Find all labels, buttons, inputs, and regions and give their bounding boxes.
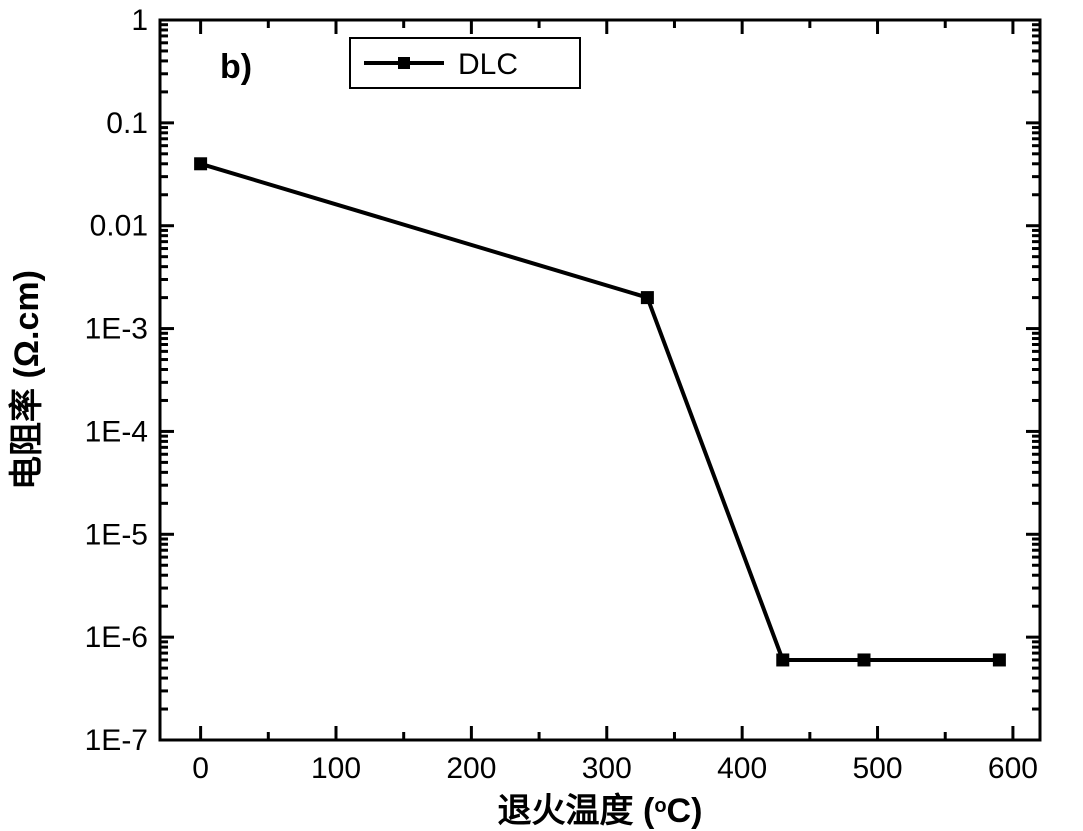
y-tick-label: 0.1 bbox=[106, 107, 148, 140]
x-tick-label: 600 bbox=[988, 752, 1038, 785]
chart-svg: 0 100 200 300 400 500 600 1E-7 1E-6 1E-5 1E-4 1E-3 0… bbox=[0, 0, 1083, 831]
y-axis-label: 电阻率 (Ω.cm) bbox=[8, 270, 46, 490]
x-tick-label: 200 bbox=[446, 752, 496, 785]
panel-label: b) bbox=[220, 48, 252, 86]
series-marker bbox=[858, 654, 870, 666]
series-marker bbox=[993, 654, 1005, 666]
y-tick-label: 1E-7 bbox=[85, 724, 148, 757]
legend-label: DLC bbox=[458, 48, 518, 81]
x-tick-label: 500 bbox=[853, 752, 903, 785]
x-axis-label: 退火温度 (oC) bbox=[498, 792, 703, 830]
y-tick-label: 0.01 bbox=[90, 210, 148, 243]
y-tick-label: 1E-3 bbox=[85, 313, 148, 346]
legend-sample-marker bbox=[398, 57, 410, 69]
series-marker bbox=[777, 654, 789, 666]
y-tick-label: 1E-5 bbox=[85, 518, 148, 551]
x-tick-label: 100 bbox=[311, 752, 361, 785]
y-tick-label: 1E-4 bbox=[85, 415, 148, 448]
x-tick-label: 0 bbox=[192, 752, 209, 785]
y-tick-label: 1 bbox=[131, 4, 148, 37]
series-marker bbox=[641, 292, 653, 304]
y-tick-label: 1E-6 bbox=[85, 621, 148, 654]
x-tick-label: 300 bbox=[582, 752, 632, 785]
chart-container: 0 100 200 300 400 500 600 1E-7 1E-6 1E-5 1E-4 1E-3 0… bbox=[0, 0, 1083, 831]
x-tick-label: 400 bbox=[717, 752, 767, 785]
series-marker bbox=[195, 158, 207, 170]
